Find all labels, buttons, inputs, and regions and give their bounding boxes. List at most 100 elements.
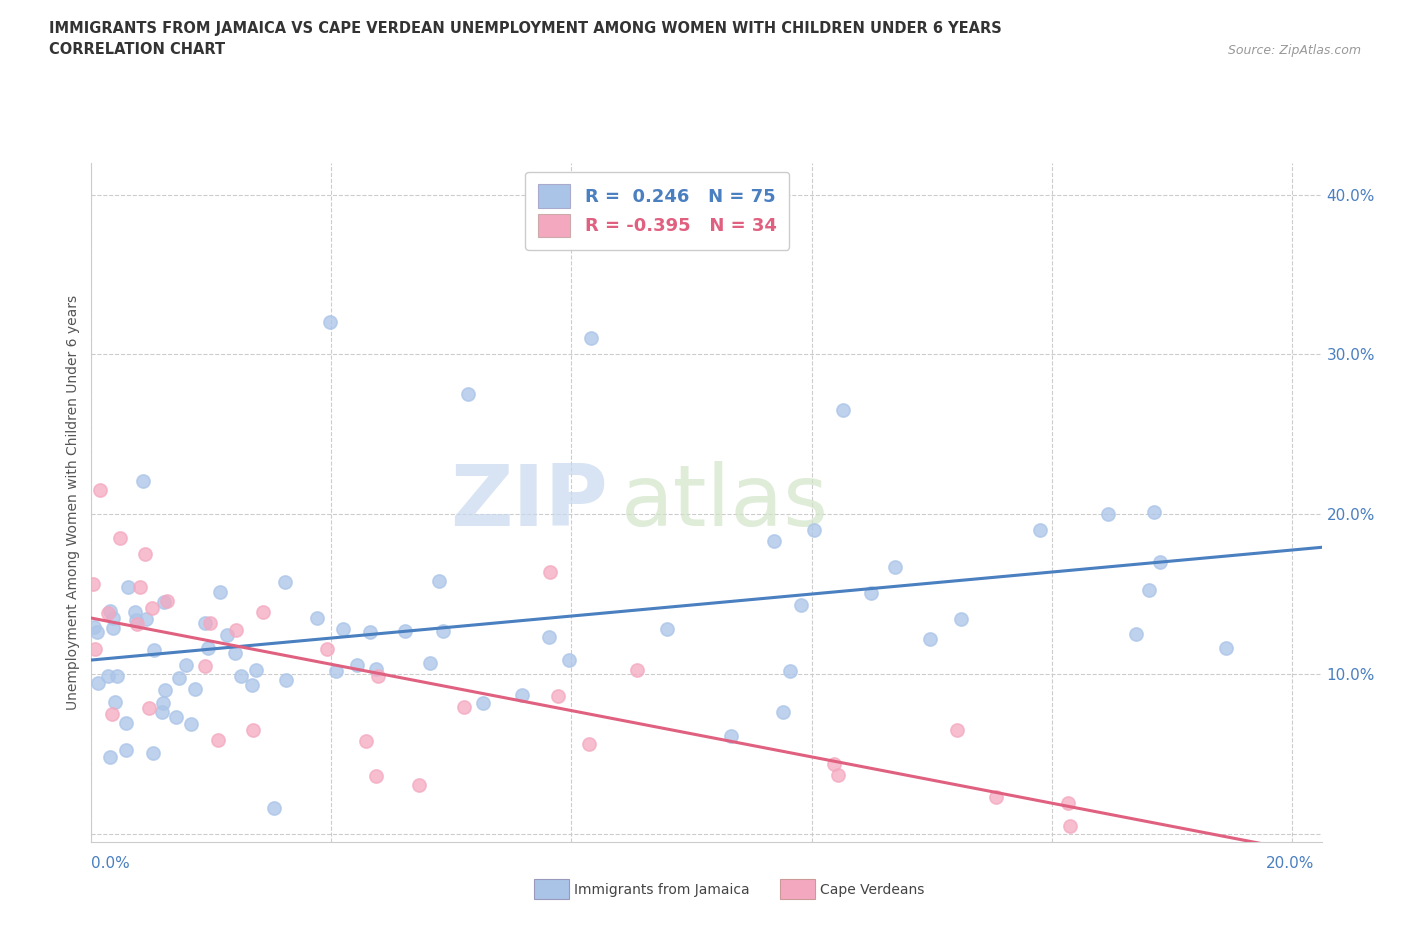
Point (453, 699, 475, 714)
Point (83, 619, 105, 634)
Point (134, 547, 156, 562)
Point (240, 677, 263, 692)
Point (125, 613, 148, 628)
Point (84, 642, 107, 657)
Point (117, 580, 139, 595)
Point (581, 331, 603, 346)
Point (419, 656, 441, 671)
Point (315, 642, 337, 657)
Point (200, 616, 222, 631)
Point (859, 585, 882, 600)
Point (950, 612, 973, 627)
Point (1028, 523, 1050, 538)
Point (273, 575, 295, 590)
Point (207, 732, 229, 747)
Point (394, 624, 416, 639)
Point (720, 728, 742, 743)
Point (87, 676, 110, 691)
Point (194, 659, 217, 674)
Point (152, 595, 174, 610)
Point (98, 750, 121, 764)
Point (408, 777, 430, 792)
Point (1125, 627, 1147, 642)
Point (1137, 582, 1160, 597)
Point (884, 559, 907, 574)
Point (946, 723, 969, 737)
Point (538, 565, 561, 579)
Point (105, 669, 128, 684)
Point (547, 689, 569, 704)
Point (831, 403, 853, 418)
Point (772, 705, 794, 720)
Point (354, 734, 377, 749)
Point (789, 598, 811, 613)
Point (124, 604, 146, 619)
Point (918, 631, 941, 646)
Point (1059, 818, 1081, 833)
Point (103, 620, 125, 635)
Point (427, 574, 450, 589)
Point (364, 769, 387, 784)
Point (346, 658, 368, 672)
Text: 0.0%: 0.0% (91, 856, 131, 870)
Point (180, 716, 202, 731)
Point (135, 612, 157, 627)
Point (104, 695, 127, 710)
Point (538, 630, 561, 644)
Point (194, 615, 217, 630)
Point (142, 745, 165, 760)
Point (803, 523, 825, 538)
Point (115, 715, 138, 730)
Point (208, 585, 231, 600)
Point (432, 624, 454, 639)
Point (184, 681, 207, 696)
Text: Immigrants from Jamaica: Immigrants from Jamaica (574, 883, 749, 897)
Point (89, 483, 111, 498)
Point (1057, 795, 1080, 810)
Point (245, 663, 267, 678)
Point (132, 473, 155, 488)
Point (141, 601, 163, 616)
Point (457, 387, 479, 402)
Point (242, 723, 264, 737)
Point (319, 315, 342, 330)
Point (367, 669, 389, 684)
Point (97, 605, 120, 620)
Point (472, 695, 495, 710)
Point (332, 621, 354, 636)
Point (1215, 640, 1237, 655)
Point (823, 757, 845, 772)
Point (103, 610, 125, 625)
Point (1097, 507, 1119, 522)
Point (143, 643, 166, 658)
Y-axis label: Unemployment Among Women with Children Under 6 years: Unemployment Among Women with Children U… (66, 295, 80, 710)
Point (557, 653, 579, 668)
Point (325, 663, 347, 678)
Text: ZIP: ZIP (450, 460, 607, 544)
Point (276, 673, 298, 688)
Text: 20.0%: 20.0% (1267, 856, 1315, 870)
Point (110, 531, 132, 546)
Point (152, 705, 174, 720)
Point (578, 737, 600, 751)
Point (762, 534, 785, 549)
Point (127, 617, 149, 631)
Point (1149, 554, 1171, 569)
Text: IMMIGRANTS FROM JAMAICA VS CAPE VERDEAN UNEMPLOYMENT AMONG WOMEN WITH CHILDREN U: IMMIGRANTS FROM JAMAICA VS CAPE VERDEAN … (49, 20, 1002, 35)
Point (827, 767, 849, 782)
Point (215, 628, 238, 643)
Text: Source: ZipAtlas.com: Source: ZipAtlas.com (1227, 44, 1361, 57)
Point (779, 663, 801, 678)
Point (510, 687, 533, 702)
Point (224, 645, 246, 660)
Point (655, 621, 678, 636)
Text: atlas: atlas (620, 460, 828, 544)
Point (197, 641, 219, 656)
Point (153, 683, 176, 698)
Point (115, 743, 138, 758)
Point (155, 593, 177, 608)
Point (152, 696, 174, 711)
Point (626, 663, 648, 678)
Point (307, 611, 329, 626)
Point (986, 790, 1008, 804)
